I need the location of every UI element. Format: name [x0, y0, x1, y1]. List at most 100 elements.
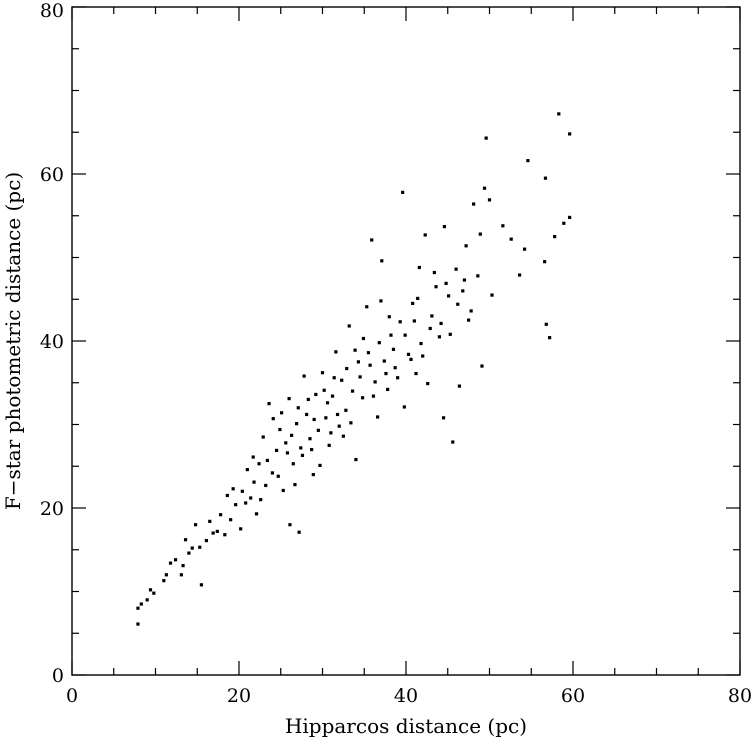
data-point — [366, 351, 371, 355]
data-point — [423, 233, 427, 237]
data-point — [467, 318, 471, 322]
data-point — [430, 314, 434, 318]
data-point — [305, 412, 309, 417]
data-point — [322, 388, 326, 392]
y-tick-label: 0 — [52, 665, 64, 687]
data-point — [340, 378, 344, 382]
data-point — [300, 453, 305, 457]
data-point — [259, 498, 263, 502]
y-tick-label: 20 — [40, 498, 64, 520]
data-point — [509, 237, 513, 241]
data-point — [365, 305, 369, 309]
data-point — [562, 221, 566, 225]
data-point — [396, 376, 400, 380]
data-point — [271, 417, 275, 421]
x-tick-label: 60 — [561, 685, 585, 707]
data-point — [382, 359, 386, 363]
data-point — [162, 579, 166, 583]
data-point — [406, 352, 411, 356]
data-point — [291, 462, 295, 466]
data-point — [302, 374, 306, 378]
plot-frame — [71, 6, 741, 676]
x-axis-title: Hipparcos distance (pc) — [285, 714, 527, 738]
data-point — [136, 606, 140, 610]
data-point — [360, 396, 365, 400]
data-point — [287, 397, 291, 401]
data-point — [544, 322, 548, 326]
data-point — [264, 483, 268, 488]
data-point — [231, 487, 235, 491]
data-point — [249, 496, 253, 500]
data-point — [344, 408, 348, 412]
data-point — [318, 463, 322, 468]
data-point — [198, 545, 202, 549]
data-point — [215, 529, 219, 533]
data-point — [208, 519, 212, 523]
data-point — [448, 332, 452, 336]
data-point — [472, 202, 476, 206]
data-point — [261, 435, 265, 439]
y-tick-labels: 0 20 40 60 80 — [40, 0, 64, 687]
axis-ticks — [71, 6, 741, 676]
data-point — [442, 225, 447, 229]
data-point — [279, 411, 284, 415]
data-point — [432, 270, 436, 275]
y-tick-label: 60 — [40, 164, 64, 186]
data-point — [354, 457, 358, 462]
data-point — [478, 232, 482, 236]
data-point — [526, 159, 530, 163]
data-point — [219, 513, 223, 517]
data-point — [245, 467, 249, 472]
data-point — [290, 433, 294, 437]
data-point — [285, 451, 290, 455]
data-point — [461, 289, 465, 293]
data-point — [204, 538, 209, 543]
data-point — [454, 267, 458, 271]
data-point — [327, 443, 331, 447]
data-point — [464, 244, 468, 248]
data-point — [240, 489, 244, 493]
data-point — [437, 335, 441, 339]
x-tick-label: 20 — [227, 685, 251, 707]
data-point — [229, 518, 233, 522]
data-point — [517, 273, 522, 277]
data-point — [446, 294, 451, 298]
data-point — [421, 354, 425, 358]
data-point — [316, 428, 320, 432]
data-point — [568, 215, 572, 220]
data-point — [299, 446, 303, 450]
data-point — [136, 622, 140, 626]
data-point — [270, 471, 274, 475]
data-point — [335, 412, 340, 417]
data-point — [306, 397, 310, 402]
data-point — [356, 360, 361, 364]
data-point — [281, 488, 285, 493]
data-point — [179, 573, 183, 577]
data-point — [398, 320, 402, 324]
data-point — [330, 394, 335, 398]
data-point — [314, 392, 318, 397]
data-point — [265, 458, 269, 463]
data-point — [441, 416, 446, 420]
data-point — [173, 558, 178, 562]
data-point — [456, 302, 460, 306]
data-point — [293, 483, 297, 487]
data-point — [145, 598, 149, 602]
data-point — [411, 301, 415, 306]
data-point — [376, 415, 380, 419]
data-point — [387, 315, 391, 319]
data-point — [199, 583, 204, 587]
data-point — [164, 573, 168, 577]
data-point — [276, 474, 280, 478]
data-point — [451, 440, 455, 444]
data-point — [403, 333, 407, 337]
data-point — [254, 512, 259, 516]
data-point — [434, 285, 438, 289]
data-point — [274, 448, 279, 452]
data-point — [482, 186, 487, 190]
data-point — [490, 293, 494, 297]
data-point — [358, 375, 362, 379]
data-point — [187, 551, 191, 555]
data-point — [288, 523, 292, 527]
data-point — [310, 447, 314, 452]
